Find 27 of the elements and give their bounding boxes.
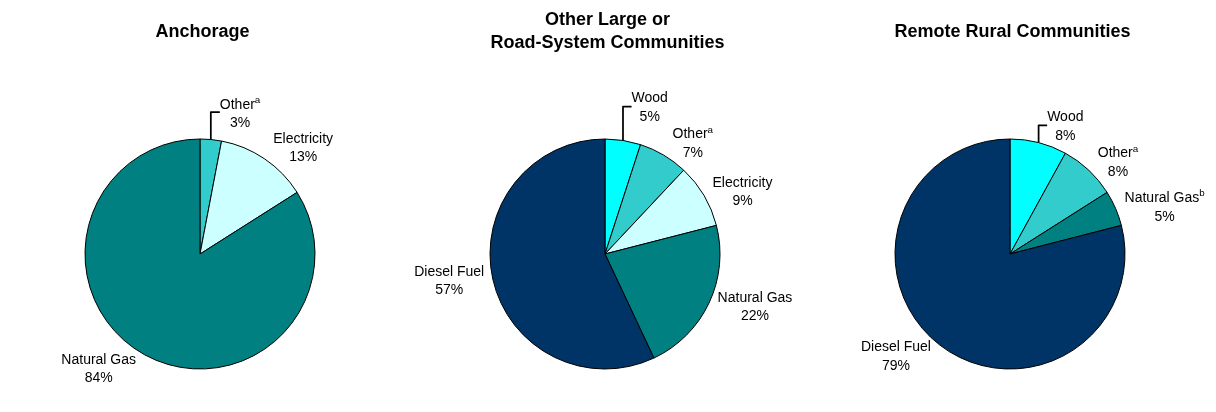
data-label: 7% xyxy=(682,143,703,160)
data-label: 79% xyxy=(881,356,910,373)
slice-label: Electricity xyxy=(273,130,334,147)
slice-label: Natural Gas xyxy=(717,288,793,305)
slice-label: Wood xyxy=(1047,108,1084,125)
data-label: 13% xyxy=(289,148,318,165)
slice-label: Other$^{a}$ xyxy=(672,123,714,142)
slice-label: Other$^{a}$ xyxy=(219,94,261,112)
slice-label: Diesel Fuel xyxy=(414,262,485,279)
data-label: 8% xyxy=(1055,126,1076,143)
data-label: 9% xyxy=(732,192,753,209)
data-label: 84% xyxy=(84,369,113,386)
chart-title: Other Large or Road-System Communities xyxy=(490,8,725,53)
slice-label: Electricity xyxy=(712,173,773,190)
data-label: 5% xyxy=(1154,207,1175,224)
data-label: 3% xyxy=(229,114,251,131)
slice-label: Natural Gas xyxy=(61,350,137,367)
chart-title: Anchorage xyxy=(155,21,250,42)
slice-label: Natural Gas$^{b}$ xyxy=(1124,187,1206,206)
data-label: 22% xyxy=(740,307,769,324)
slice-label: Diesel Fuel xyxy=(860,338,931,355)
slice-label: Wood xyxy=(631,89,668,106)
chart-title: Remote Rural Communities xyxy=(894,21,1131,42)
data-label: 57% xyxy=(435,281,464,297)
data-label: 5% xyxy=(639,107,660,124)
slice-label: Other$^{a}$ xyxy=(1097,142,1139,161)
data-label: 8% xyxy=(1107,162,1129,179)
